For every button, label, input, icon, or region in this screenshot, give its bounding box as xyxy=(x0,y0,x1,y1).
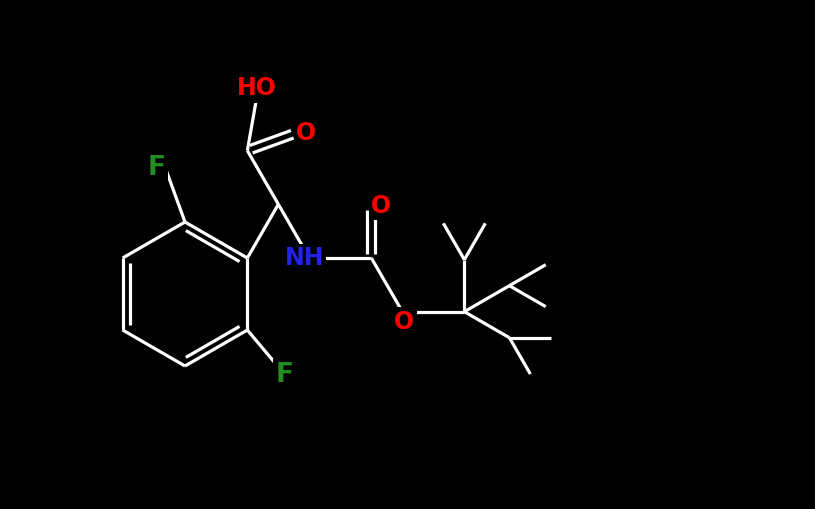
Text: F: F xyxy=(275,362,293,388)
Text: HO: HO xyxy=(237,76,277,100)
Text: F: F xyxy=(148,155,165,181)
Text: NH: NH xyxy=(284,246,324,270)
Text: O: O xyxy=(394,309,414,334)
Text: O: O xyxy=(296,121,316,145)
Text: O: O xyxy=(372,194,391,218)
